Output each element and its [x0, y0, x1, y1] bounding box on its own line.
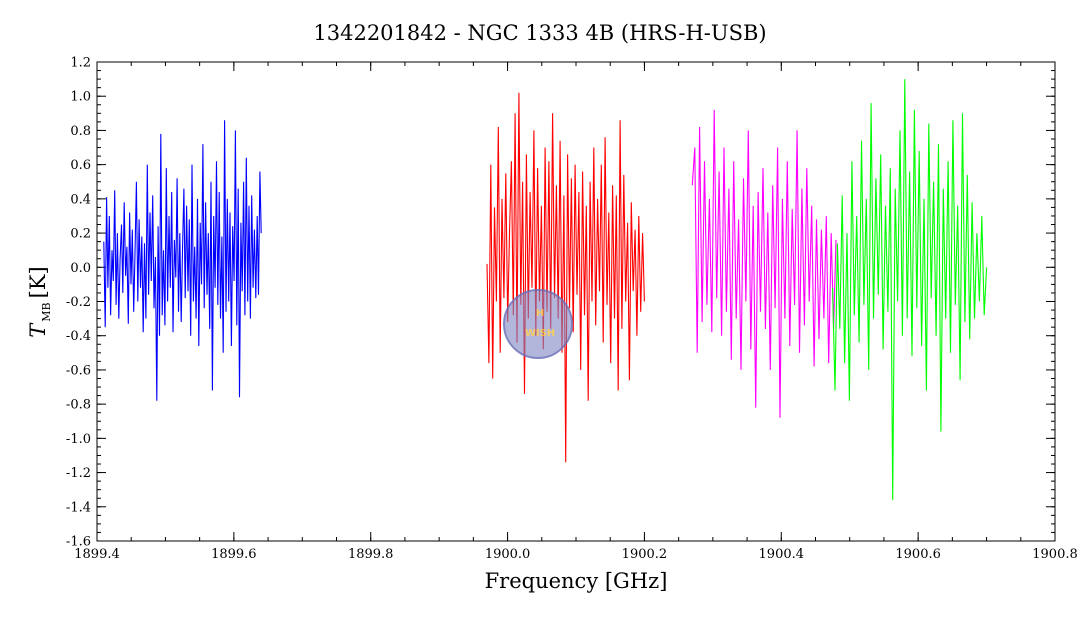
y-tick-label: -1.6	[66, 535, 91, 550]
axes: 1899.4 1899.6 1899.8 1900.0 1900.2 1900.4 1900…	[66, 56, 1078, 563]
y-tick-label: -0.8	[66, 398, 91, 413]
y-tick-label: 1.2	[70, 56, 91, 71]
y-tick-label: 0.0	[70, 261, 91, 276]
x-tick-label: 1900.6	[895, 547, 941, 562]
x-tick-label: 1899.6	[211, 547, 257, 562]
y-tick-label: -1.2	[66, 466, 91, 481]
y-tick-label: 0.6	[70, 158, 91, 173]
x-tick-label: 1899.4	[74, 547, 120, 562]
y-tick-label: 1.0	[70, 90, 91, 105]
x-tick-label: 1900.4	[759, 547, 805, 562]
y-axis-label-subscript: MB	[40, 302, 53, 321]
y-tick-label: 0.2	[70, 227, 91, 242]
y-tick-label: -0.2	[66, 295, 91, 310]
y-axis-label-main: T	[26, 322, 50, 338]
y-tick-label: -1.4	[66, 500, 91, 515]
x-tick-label: 1900.8	[1032, 547, 1078, 562]
y-tick-label: 0.4	[70, 192, 91, 207]
y-tick-label: 0.8	[70, 124, 91, 139]
wish-logo-watermark: H WISH	[503, 289, 573, 359]
spectrum-line-0	[103, 120, 262, 401]
spectrum-line-2	[691, 109, 837, 418]
chart-title: 1342201842 - NGC 1333 4B (HRS-H-USB)	[313, 21, 766, 45]
y-tick-label: -0.4	[66, 329, 91, 344]
y-axis-label: TMB [K]	[26, 266, 53, 337]
x-tick-label: 1900.0	[485, 547, 531, 562]
spectrum-line-3	[832, 79, 988, 500]
x-tick-label: 1899.8	[348, 547, 394, 562]
x-tick-label: 1900.2	[622, 547, 668, 562]
x-axis-label: Frequency [GHz]	[485, 569, 668, 593]
spectrum-line-1	[486, 92, 645, 463]
spectra	[103, 79, 988, 500]
watermark-bottom-text: WISH	[525, 328, 555, 339]
watermark-top-text: H	[536, 308, 544, 319]
y-tick-label: -1.0	[66, 432, 91, 447]
y-tick-label: -0.6	[66, 363, 91, 378]
y-axis-label-unit: [K]	[26, 266, 50, 298]
